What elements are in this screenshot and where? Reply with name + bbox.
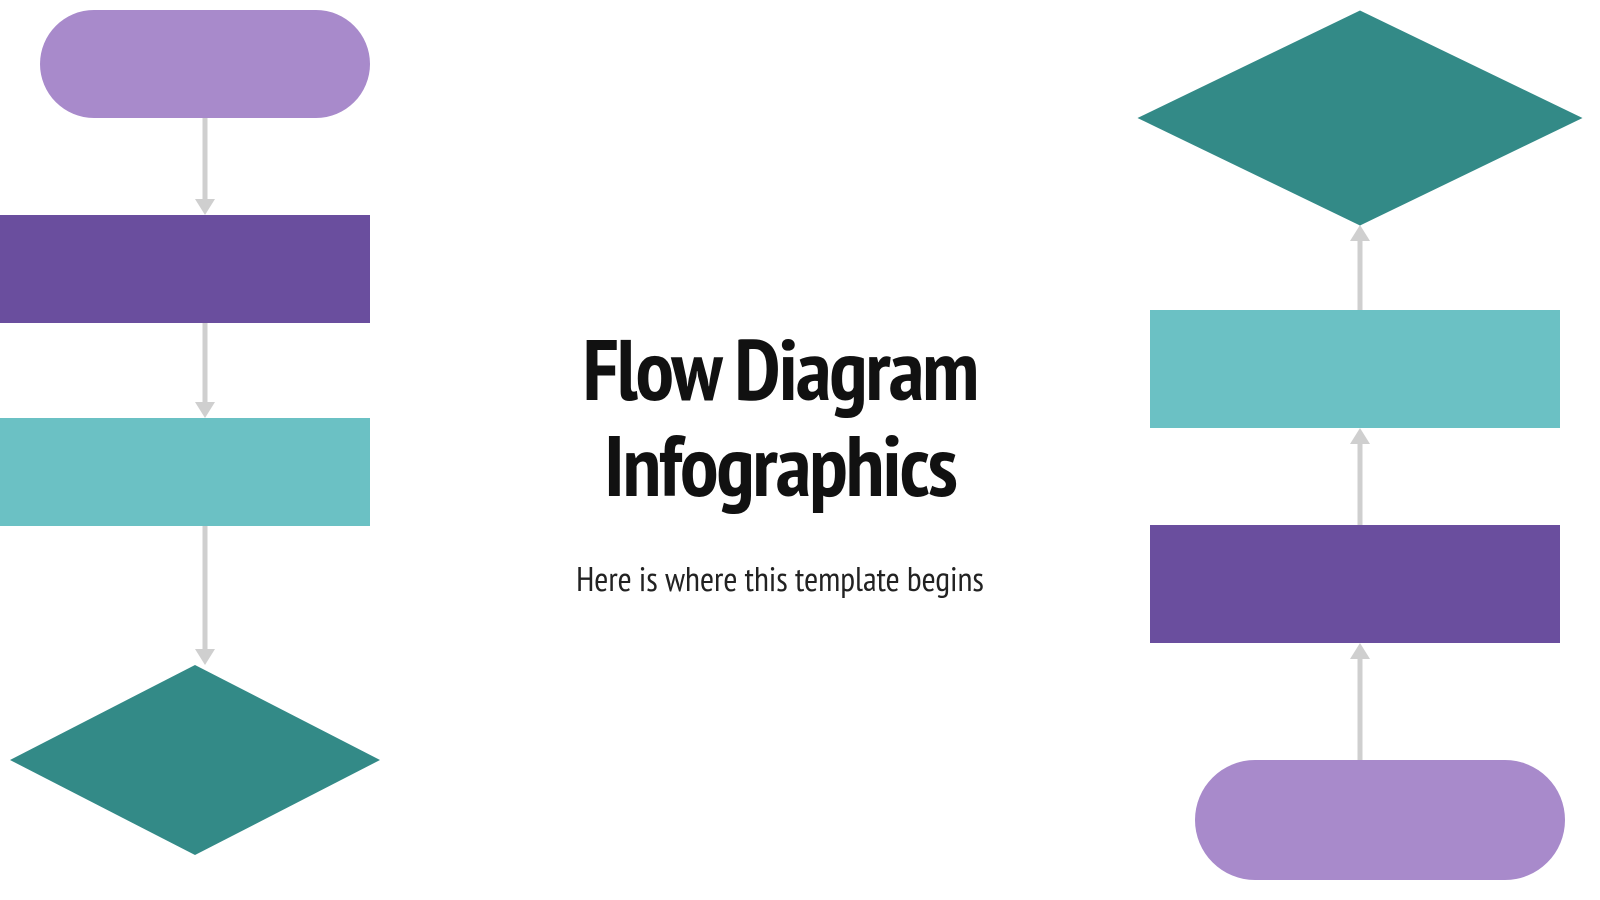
page-subtitle: Here is where this template begins: [470, 557, 1090, 601]
process-shape: [1150, 525, 1560, 643]
process-shape: [0, 215, 370, 323]
page-title: Flow Diagram Infographics: [470, 320, 1090, 513]
title-block: Flow Diagram Infographics Here is where …: [470, 320, 1090, 601]
slide-canvas: Flow Diagram Infographics Here is where …: [0, 0, 1600, 900]
flow-arrow: [195, 526, 215, 665]
process-shape: [0, 418, 370, 526]
flow-arrow: [1350, 428, 1370, 525]
title-line-2: Infographics: [604, 408, 956, 520]
flow-arrow: [1350, 225, 1370, 310]
process-shape: [1150, 310, 1560, 428]
terminator-shape: [1195, 760, 1565, 880]
terminator-shape: [40, 10, 370, 118]
decision-shape: [10, 665, 380, 855]
decision-shape: [1138, 11, 1583, 226]
title-line-1: Flow Diagram: [583, 312, 977, 424]
flow-arrow: [195, 118, 215, 215]
flow-arrow: [1350, 643, 1370, 760]
flow-arrow: [195, 323, 215, 418]
